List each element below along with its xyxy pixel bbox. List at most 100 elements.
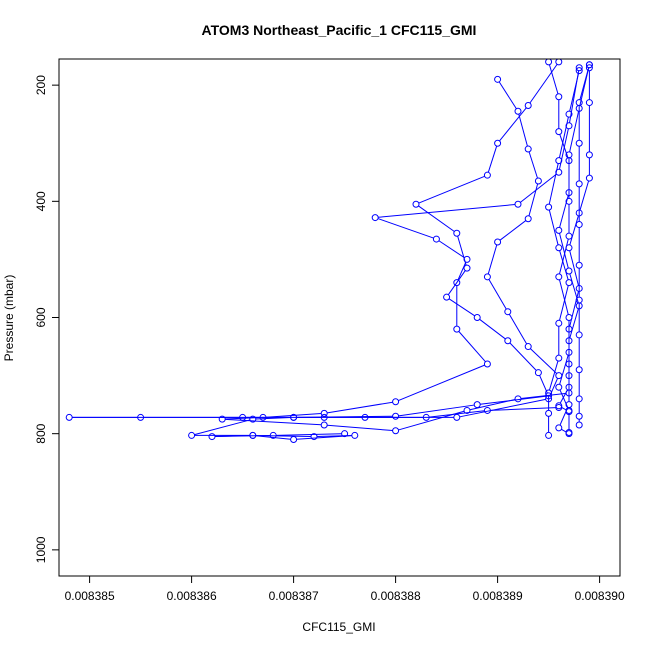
data-point bbox=[218, 415, 226, 423]
data-point bbox=[188, 431, 196, 439]
data-point bbox=[565, 267, 573, 275]
data-point bbox=[483, 360, 491, 368]
series-line-segment bbox=[549, 378, 559, 397]
data-point bbox=[565, 383, 573, 391]
data-point bbox=[565, 279, 573, 287]
series-line-segment bbox=[569, 291, 579, 327]
data-point bbox=[585, 151, 593, 159]
data-point bbox=[555, 319, 563, 327]
series-line-segment bbox=[447, 270, 466, 296]
series-line-segment bbox=[438, 240, 465, 259]
series-line-segment bbox=[255, 435, 291, 440]
data-point bbox=[65, 413, 73, 421]
x-tick-label: 0.008390 bbox=[575, 589, 625, 603]
series-line-segment bbox=[528, 151, 538, 179]
data-point bbox=[494, 75, 502, 83]
data-point bbox=[453, 229, 461, 237]
series-line-segment bbox=[490, 407, 556, 411]
y-tick-label: 200 bbox=[34, 75, 48, 95]
data-point bbox=[555, 424, 563, 432]
data-point bbox=[565, 429, 573, 437]
plot-frame bbox=[58, 58, 621, 577]
data-point bbox=[565, 110, 573, 118]
series-line-segment bbox=[558, 117, 569, 158]
series-line-segment bbox=[548, 209, 559, 246]
series-line-segment bbox=[487, 145, 498, 173]
data-point bbox=[361, 413, 369, 421]
x-tick-label: 0.008385 bbox=[65, 589, 115, 603]
series-line-segment bbox=[327, 424, 393, 432]
y-tick-label: 1000 bbox=[34, 536, 48, 563]
data-point bbox=[555, 372, 563, 380]
data-point bbox=[473, 401, 481, 409]
series-line-segment bbox=[265, 413, 322, 418]
data-point bbox=[463, 406, 471, 414]
data-point bbox=[534, 369, 542, 377]
data-point bbox=[565, 197, 573, 205]
data-point bbox=[514, 200, 522, 208]
x-axis: 0.008385 0.008386 0.008387 0.008388 0.008389… bbox=[65, 576, 625, 603]
data-point bbox=[208, 433, 216, 441]
data-point bbox=[453, 413, 461, 421]
series-line-segment bbox=[448, 298, 475, 317]
data-point bbox=[575, 67, 583, 75]
series-line-segment bbox=[276, 433, 342, 436]
data-point bbox=[371, 214, 379, 222]
data-point bbox=[412, 200, 420, 208]
series-line-segment bbox=[529, 64, 558, 104]
series-line-segment bbox=[214, 434, 271, 438]
series-line-segment bbox=[559, 238, 569, 275]
series-line-segment bbox=[548, 360, 559, 391]
data-point bbox=[514, 107, 522, 115]
series-line-segment bbox=[498, 81, 517, 110]
data-point bbox=[341, 430, 349, 438]
data-point bbox=[524, 101, 532, 109]
data-point bbox=[575, 395, 583, 403]
series-line-segment bbox=[530, 348, 557, 374]
y-axis: 200 400 600 800 1000 bbox=[34, 75, 59, 563]
data-point bbox=[514, 395, 522, 403]
data-point bbox=[575, 221, 583, 229]
series-line-segment bbox=[528, 183, 539, 216]
series-line-segment bbox=[520, 173, 557, 203]
series-line-segment bbox=[509, 342, 537, 371]
series-line-segment bbox=[255, 417, 291, 420]
series-line-segment bbox=[487, 244, 498, 275]
data-point bbox=[443, 293, 451, 301]
data-point bbox=[555, 93, 563, 101]
series-line-segment bbox=[561, 428, 567, 433]
series-line-segment bbox=[479, 318, 506, 340]
data-point bbox=[259, 413, 267, 421]
x-tick-label: 0.008386 bbox=[167, 589, 217, 603]
x-axis-label: CFC115_GMI bbox=[302, 620, 375, 634]
series-line-segment bbox=[579, 67, 590, 100]
data-point bbox=[555, 354, 563, 362]
series-line-segment bbox=[469, 399, 516, 411]
series-line-segment bbox=[377, 218, 434, 239]
data-point bbox=[524, 145, 532, 153]
data-point bbox=[249, 415, 257, 423]
series-line-segment bbox=[508, 314, 528, 345]
data-point bbox=[534, 177, 542, 185]
data-point bbox=[575, 412, 583, 420]
series-group bbox=[65, 59, 593, 443]
series-line-segment bbox=[488, 279, 507, 310]
series-line-segment bbox=[559, 195, 569, 228]
series-line-segment bbox=[418, 205, 455, 232]
series-line-segment bbox=[458, 331, 486, 363]
data-point bbox=[575, 99, 583, 107]
data-point bbox=[575, 64, 583, 72]
series-line-segment bbox=[569, 73, 580, 112]
data-point bbox=[565, 325, 573, 333]
data-point bbox=[524, 215, 532, 223]
y-tick-label: 800 bbox=[34, 423, 48, 443]
data-point bbox=[249, 431, 257, 439]
series-line-segment bbox=[569, 111, 580, 153]
y-axis-label: Pressure (mbar) bbox=[2, 275, 16, 362]
series-line-segment bbox=[520, 392, 567, 399]
data-point bbox=[575, 209, 583, 217]
series-line-segment bbox=[569, 250, 579, 286]
series-line-segment bbox=[561, 406, 567, 411]
series-line-segment bbox=[457, 236, 467, 266]
